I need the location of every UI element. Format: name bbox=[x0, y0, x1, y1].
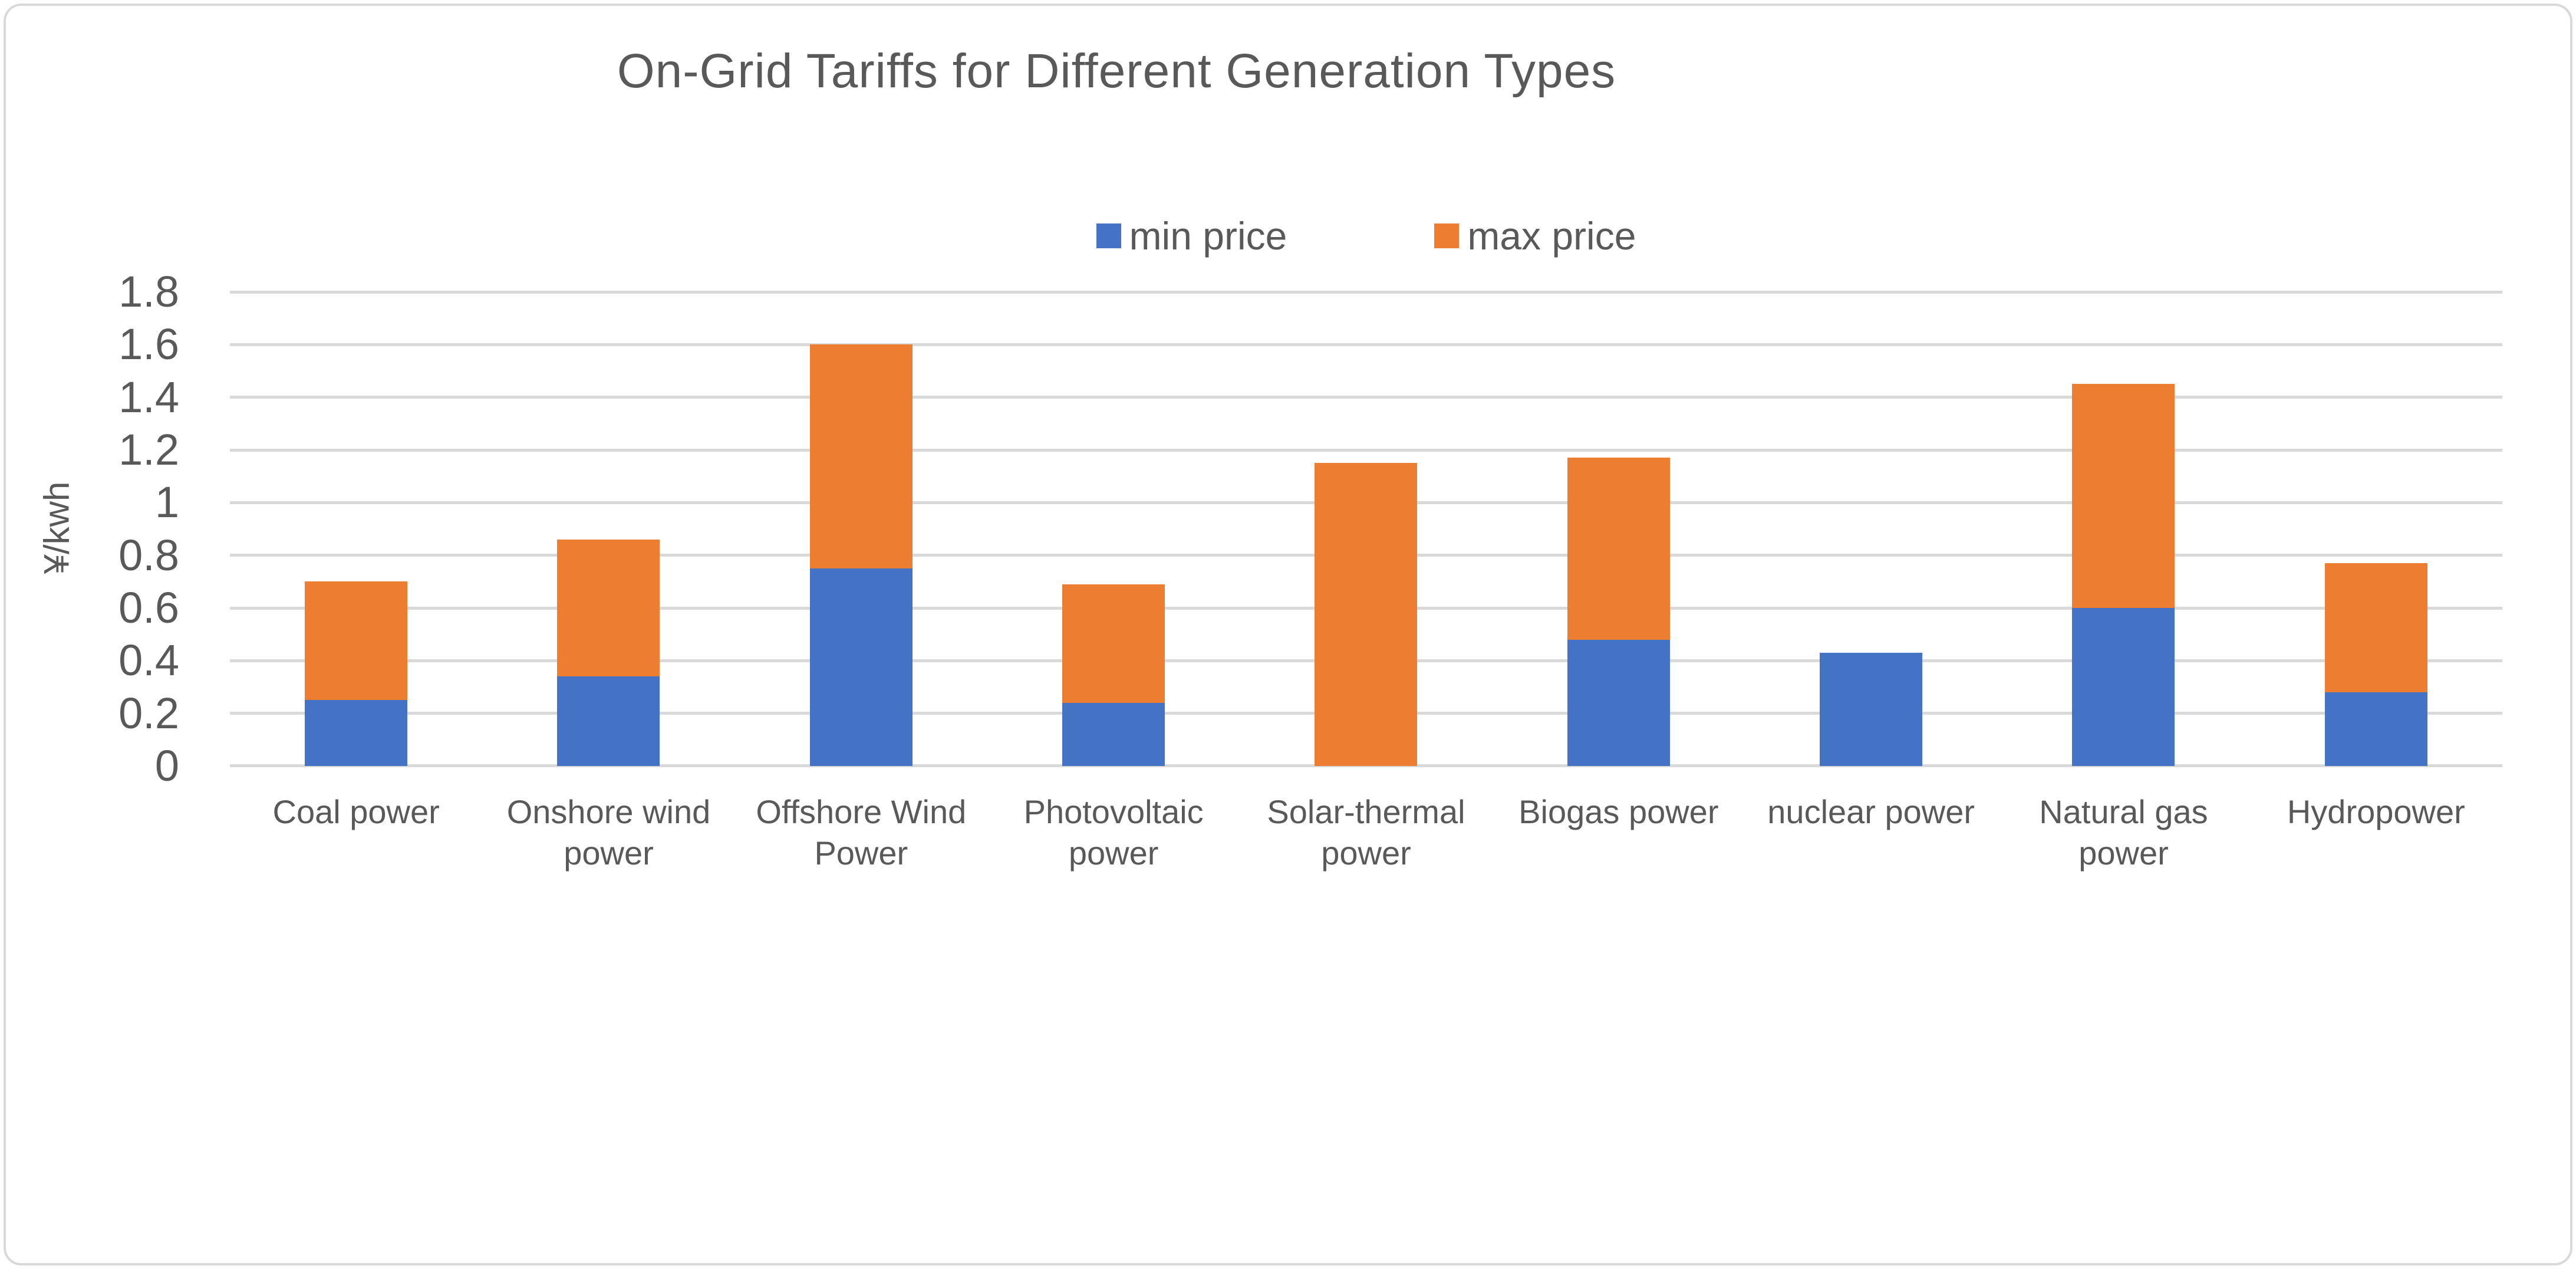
bar-slot-hydropower bbox=[2250, 292, 2502, 766]
x-axis-category-label: Biogas power bbox=[1518, 793, 1719, 830]
y-axis-tick-label: 1.4 bbox=[118, 372, 179, 422]
bar-coal-power bbox=[305, 581, 408, 766]
bar-segment-max-price-onshore-wind-power bbox=[557, 539, 660, 677]
y-axis-tick-labels: 0 0.2 0.4 0.6 0.8 1 1.2 1.4 1.6 1.8 bbox=[0, 269, 179, 788]
bar-offshore-wind-power bbox=[809, 344, 913, 766]
y-axis-tick-label: 1.6 bbox=[118, 320, 179, 369]
bar-slot-solar-thermal-power bbox=[1240, 292, 1492, 766]
y-axis-tick-label: 1.2 bbox=[118, 425, 179, 474]
bar-slot-coal-power bbox=[230, 292, 482, 766]
bar-segment-max-price-solar-thermal-power bbox=[1315, 463, 1418, 766]
bar-segment-min-price-coal-power bbox=[305, 700, 408, 766]
bar-segment-max-price-offshore-wind-power bbox=[809, 344, 913, 568]
bar-segment-min-price-offshore-wind-power bbox=[809, 568, 913, 766]
x-axis-category-label: Offshore Wind Power bbox=[756, 793, 967, 872]
x-axis-category-label: Hydropower bbox=[2287, 793, 2465, 830]
bar-onshore-wind-power bbox=[557, 539, 660, 766]
chart-outer-border bbox=[4, 4, 2572, 1265]
bar-slot-nuclear-power bbox=[1745, 292, 1997, 766]
bar-segment-min-price-onshore-wind-power bbox=[557, 676, 660, 766]
x-axis-category-label: Onshore wind power bbox=[506, 793, 711, 872]
bar-segment-min-price-natural-gas-power bbox=[2072, 608, 2175, 766]
y-axis-tick-label: 0.6 bbox=[118, 583, 179, 632]
y-axis-tick-label: 1.8 bbox=[118, 267, 179, 316]
legend-swatch-max-price bbox=[1434, 223, 1460, 248]
y-axis-tick-label: 1 bbox=[154, 478, 179, 527]
bar-slot-photovoltaic-power bbox=[987, 292, 1240, 766]
bar-segment-max-price-photovoltaic-power bbox=[1062, 584, 1165, 703]
bar-segment-min-price-biogas-power bbox=[1567, 639, 1670, 766]
plot-area bbox=[230, 290, 2502, 767]
legend: min price max price bbox=[230, 213, 2502, 258]
bar-photovoltaic-power bbox=[1062, 584, 1165, 766]
chart-title: On-Grid Tariffs for Different Generation… bbox=[617, 44, 1616, 98]
y-axis-tick-label: 0.2 bbox=[118, 688, 179, 738]
bar-segment-min-price-nuclear-power bbox=[1820, 652, 1923, 766]
bar-slot-natural-gas-power bbox=[1997, 292, 2249, 766]
x-axis-category-label: Coal power bbox=[272, 793, 440, 830]
y-axis-tick-label: 0 bbox=[154, 741, 179, 790]
legend-label: max price bbox=[1467, 214, 1636, 258]
bar-slot-offshore-wind-power bbox=[735, 292, 987, 766]
bar-natural-gas-power bbox=[2072, 384, 2175, 766]
x-axis-category-label: Natural gas power bbox=[2039, 793, 2208, 872]
legend-swatch-min-price bbox=[1096, 223, 1121, 248]
legend-label: min price bbox=[1129, 214, 1287, 258]
bar-slot-onshore-wind-power bbox=[482, 292, 734, 766]
y-axis-tick-label: 0.8 bbox=[118, 530, 179, 580]
bar-segment-max-price-coal-power bbox=[305, 581, 408, 701]
x-axis-category-label: nuclear power bbox=[1767, 793, 1975, 830]
bar-segment-min-price-hydropower bbox=[2324, 692, 2427, 766]
bar-slot-biogas-power bbox=[1493, 292, 1745, 766]
bar-segment-max-price-biogas-power bbox=[1567, 458, 1670, 640]
legend-item-min-price: min price bbox=[1096, 213, 1287, 258]
bar-solar-thermal-power bbox=[1315, 463, 1418, 766]
x-axis-category-label: Solar-thermal power bbox=[1267, 793, 1465, 872]
x-axis-category-label: Photovoltaic power bbox=[1023, 793, 1204, 872]
gridline bbox=[230, 396, 2502, 399]
bar-segment-max-price-hydropower bbox=[2324, 563, 2427, 692]
bar-biogas-power bbox=[1567, 458, 1670, 766]
gridline bbox=[230, 448, 2502, 452]
gridline bbox=[230, 343, 2502, 346]
gridline bbox=[230, 290, 2502, 294]
legend-item-max-price: max price bbox=[1434, 213, 1636, 258]
bar-segment-min-price-photovoltaic-power bbox=[1062, 702, 1165, 766]
bar-segment-max-price-natural-gas-power bbox=[2072, 384, 2175, 608]
bar-hydropower bbox=[2324, 563, 2427, 766]
bar-nuclear-power bbox=[1820, 652, 1923, 766]
y-axis-tick-label: 0.4 bbox=[118, 636, 179, 685]
